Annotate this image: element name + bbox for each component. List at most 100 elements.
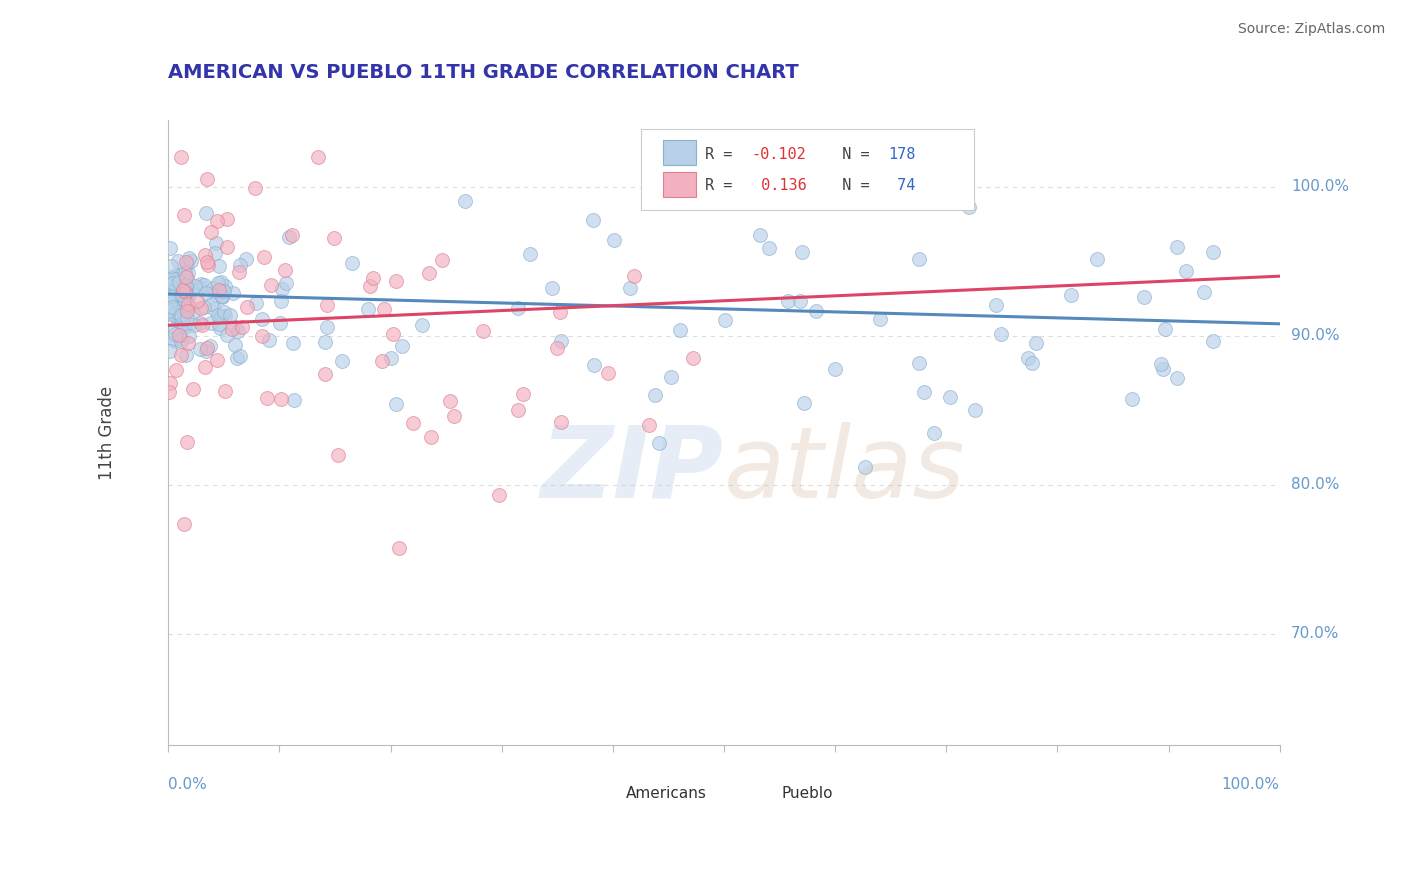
FancyBboxPatch shape: [747, 784, 775, 802]
Point: [173, 208, 195, 222]
Text: Source: ZipAtlas.com: Source: ZipAtlas.com: [1237, 22, 1385, 37]
Point: [411, 318, 433, 332]
Point: [737, 162, 759, 177]
Point: [174, 280, 197, 294]
Point: [170, 310, 193, 325]
Point: [174, 347, 197, 361]
Point: [163, 299, 186, 313]
Point: [519, 246, 541, 260]
Point: [176, 304, 198, 318]
Point: [157, 384, 180, 399]
Point: [169, 150, 191, 164]
Point: [418, 266, 440, 280]
Point: [195, 206, 218, 220]
Point: [235, 252, 257, 266]
Point: [214, 309, 236, 323]
Point: [208, 283, 231, 297]
Point: [682, 351, 704, 366]
Point: [162, 301, 184, 315]
Point: [869, 312, 891, 326]
Point: [202, 281, 225, 295]
Point: [990, 327, 1012, 342]
Point: [181, 382, 204, 396]
Point: [188, 316, 211, 330]
Point: [1166, 371, 1188, 385]
Point: [172, 299, 194, 313]
Point: [162, 333, 184, 347]
Point: [177, 336, 200, 351]
Point: [188, 342, 211, 356]
Point: [165, 281, 187, 295]
Point: [174, 285, 197, 299]
Text: 70.0%: 70.0%: [1291, 626, 1339, 641]
Point: [748, 228, 770, 243]
Point: [176, 301, 198, 316]
Point: [200, 297, 222, 311]
Point: [315, 298, 337, 312]
Point: [166, 268, 188, 283]
Point: [194, 285, 217, 300]
Point: [256, 391, 278, 405]
Point: [193, 300, 215, 314]
Point: [488, 488, 510, 502]
Point: [173, 319, 195, 334]
Point: [205, 235, 228, 250]
Point: [163, 327, 186, 342]
Point: [853, 460, 876, 475]
Point: [1021, 356, 1043, 370]
Point: [281, 228, 304, 243]
Point: [454, 194, 477, 208]
Point: [211, 289, 233, 303]
Text: 74: 74: [889, 178, 915, 193]
Text: 100.0%: 100.0%: [1222, 777, 1279, 791]
Point: [229, 349, 252, 363]
Point: [167, 328, 190, 343]
Point: [170, 316, 193, 330]
Point: [283, 336, 305, 351]
Point: [1133, 290, 1156, 304]
Point: [169, 275, 191, 289]
Point: [253, 250, 276, 264]
Point: [430, 252, 453, 267]
Point: [546, 341, 568, 355]
Point: [274, 263, 297, 277]
Point: [205, 288, 228, 302]
Point: [401, 417, 423, 431]
Point: [758, 241, 780, 255]
Point: [939, 390, 962, 404]
Point: [217, 328, 239, 343]
Point: [314, 367, 336, 381]
Point: [214, 279, 236, 293]
Point: [160, 307, 183, 321]
Point: [908, 356, 931, 370]
Point: [669, 323, 692, 337]
Point: [957, 200, 980, 214]
Point: [357, 302, 380, 317]
Point: [1060, 288, 1083, 302]
Point: [245, 181, 267, 195]
Point: [792, 244, 814, 259]
Point: [211, 288, 233, 302]
Point: [165, 363, 187, 377]
Point: [169, 334, 191, 348]
Point: [208, 318, 231, 332]
Point: [194, 248, 217, 262]
Point: [205, 213, 228, 227]
Text: 178: 178: [889, 146, 915, 161]
Point: [200, 339, 222, 353]
Point: [176, 318, 198, 332]
Point: [226, 351, 249, 366]
Point: [907, 252, 929, 267]
Point: [1166, 240, 1188, 254]
Point: [912, 385, 935, 400]
Point: [922, 425, 945, 440]
Point: [169, 293, 191, 307]
Point: [174, 278, 197, 293]
Point: [214, 384, 236, 398]
Point: [177, 274, 200, 288]
FancyBboxPatch shape: [641, 129, 974, 211]
Point: [1192, 285, 1215, 299]
Point: [160, 289, 183, 303]
Point: [824, 362, 846, 376]
Point: [170, 308, 193, 322]
